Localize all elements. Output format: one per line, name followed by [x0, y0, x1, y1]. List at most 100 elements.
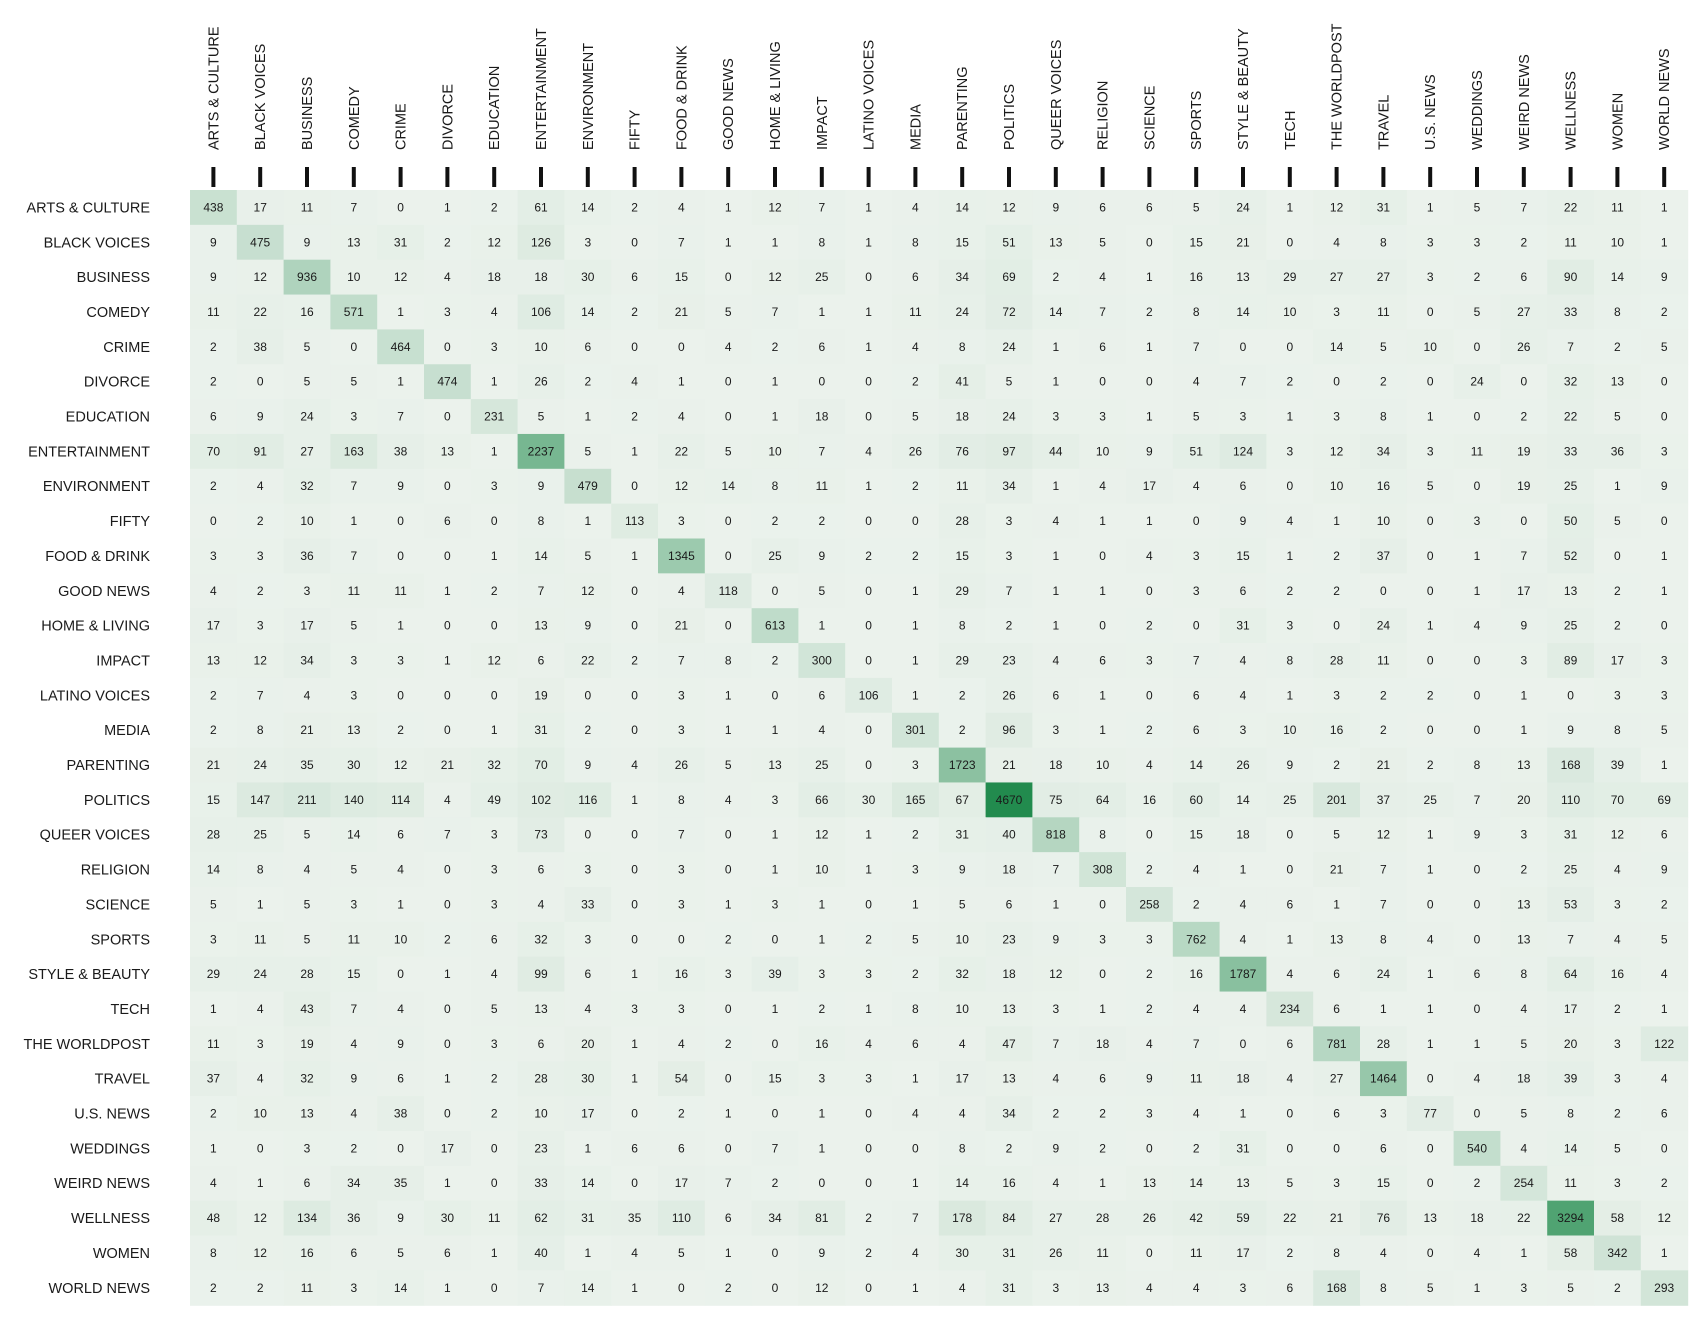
- heatmap-cell: [424, 817, 472, 853]
- heatmap-cell: [611, 538, 659, 574]
- heatmap-cell: [517, 224, 565, 261]
- cell-value-label: 28: [207, 828, 221, 842]
- heatmap-cell: [1594, 817, 1642, 853]
- heatmap-cell: [1172, 1096, 1221, 1132]
- heatmap-cell: [1453, 921, 1501, 958]
- cell-value-label: 6: [631, 1141, 638, 1155]
- cell-value-label: 32: [956, 967, 970, 981]
- cell-value-label: 0: [912, 514, 919, 528]
- cell-value-label: 76: [1377, 1211, 1391, 1225]
- cell-value-label: 3: [1333, 688, 1340, 702]
- heatmap-cell: [611, 608, 659, 644]
- cell-value-label: 28: [1377, 1037, 1391, 1051]
- cell-value-label: 2: [1286, 584, 1293, 598]
- cell-value-label: 4: [1193, 863, 1200, 877]
- cell-value-label: 4: [304, 688, 311, 702]
- cell-value-label: 17: [1517, 584, 1531, 598]
- heatmap-cell: [1079, 399, 1127, 435]
- cell-value-label: 23: [1002, 932, 1016, 946]
- cell-value-label: 231: [484, 410, 504, 424]
- cell-value-label: 6: [444, 514, 451, 528]
- cell-value-label: 0: [1661, 619, 1668, 633]
- heatmap-cell: [236, 224, 285, 261]
- heatmap-cell: [1032, 294, 1080, 330]
- heatmap-cell: [377, 1096, 425, 1132]
- cell-value-label: 2: [959, 688, 966, 702]
- cell-value-label: 6: [818, 688, 825, 702]
- cell-value-label: 24: [254, 967, 268, 981]
- heatmap-cell: [470, 677, 519, 714]
- heatmap-cell: [1500, 468, 1548, 505]
- cell-value-label: 3: [1006, 514, 1013, 528]
- heatmap-cell: [1594, 259, 1642, 296]
- cell-value-label: 67: [956, 793, 970, 807]
- cell-value-label: 32: [300, 479, 314, 493]
- cell-value-label: 3: [584, 235, 591, 249]
- heatmap-cell: [892, 433, 940, 470]
- heatmap-cell: [1360, 677, 1408, 714]
- cell-value-label: 1: [1427, 619, 1434, 633]
- cell-value-label: 6: [538, 863, 545, 877]
- cell-value-label: 37: [207, 1072, 221, 1086]
- heatmap-cell: [517, 1026, 565, 1062]
- heatmap-cell: [704, 782, 753, 818]
- heatmap-cell: [1266, 259, 1314, 296]
- cell-value-label: 4: [865, 444, 872, 458]
- cell-value-label: 2: [1052, 270, 1059, 284]
- heatmap-cell: [1266, 782, 1314, 818]
- heatmap-cell: [1219, 747, 1267, 784]
- heatmap-cell: [424, 399, 472, 435]
- cell-value-label: 24: [956, 305, 970, 319]
- cell-value-label: 2: [1614, 619, 1621, 633]
- cell-value-label: 0: [491, 619, 498, 633]
- heatmap-cell: [1594, 677, 1642, 714]
- cell-value-label: 9: [1567, 723, 1574, 737]
- heatmap-cell: [985, 817, 1033, 853]
- heatmap-cell: [377, 294, 425, 330]
- cell-value-label: 0: [1286, 1107, 1293, 1121]
- heatmap-cell: [1079, 538, 1127, 574]
- cell-value-label: 3: [1240, 723, 1247, 737]
- cell-value-label: 0: [631, 340, 638, 354]
- cell-value-label: 6: [912, 270, 919, 284]
- heatmap-cell: [1500, 1270, 1548, 1306]
- heatmap-cell: [798, 782, 846, 818]
- cell-value-label: 5: [1099, 235, 1106, 249]
- heatmap-cell: [1453, 643, 1501, 679]
- heatmap-cell: [236, 921, 285, 958]
- cell-value-label: 1: [444, 200, 451, 214]
- heatmap-cell: [1500, 1026, 1548, 1062]
- row-tick-label: LATINO VOICES: [40, 688, 150, 704]
- heatmap-cell: [377, 887, 425, 923]
- heatmap-cell: [330, 921, 378, 958]
- cell-value-label: 26: [1236, 758, 1250, 772]
- cell-value-label: 1: [1240, 1107, 1247, 1121]
- cell-value-label: 69: [1658, 793, 1672, 807]
- heatmap-cell: [751, 643, 799, 679]
- heatmap-cell: [236, 1061, 285, 1097]
- cell-value-label: 4: [1193, 1002, 1200, 1016]
- heatmap-cell: [938, 503, 987, 540]
- heatmap-cell: [1547, 1200, 1595, 1237]
- cell-value-label: 0: [631, 1107, 638, 1121]
- cell-value-label: 22: [675, 444, 689, 458]
- heatmap-cell: [751, 329, 799, 365]
- heatmap-cell: [1266, 1165, 1314, 1202]
- cell-value-label: 0: [631, 1176, 638, 1190]
- heatmap-cell: [1266, 643, 1314, 679]
- cell-value-label: 29: [956, 584, 970, 598]
- cell-value-label: 0: [1427, 514, 1434, 528]
- heatmap-cell: [1547, 712, 1595, 749]
- heatmap-cell: [845, 503, 893, 540]
- heatmap-cell: [845, 991, 893, 1027]
- cell-value-label: 4: [1052, 653, 1059, 667]
- cell-value-label: 64: [1096, 793, 1110, 807]
- heatmap-cell: [470, 1200, 519, 1237]
- heatmap-cell: [517, 1235, 565, 1271]
- cell-value-label: 12: [254, 653, 268, 667]
- cell-value-label: 4: [1052, 514, 1059, 528]
- cell-value-label: 13: [1564, 584, 1578, 598]
- heatmap-cell: [517, 747, 565, 784]
- cell-value-label: 5: [397, 1246, 404, 1260]
- heatmap-cell: [1547, 329, 1595, 365]
